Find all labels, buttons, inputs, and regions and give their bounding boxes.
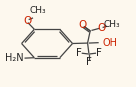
- Text: F: F: [96, 48, 102, 58]
- Text: CH₃: CH₃: [29, 6, 46, 15]
- Text: F: F: [86, 57, 92, 67]
- Text: O: O: [97, 23, 105, 33]
- Text: F: F: [76, 48, 82, 58]
- Text: O: O: [23, 16, 31, 26]
- Text: H₂N: H₂N: [5, 53, 24, 63]
- Text: OH: OH: [103, 38, 118, 48]
- Text: CH₃: CH₃: [103, 20, 120, 29]
- Text: O: O: [78, 20, 86, 30]
